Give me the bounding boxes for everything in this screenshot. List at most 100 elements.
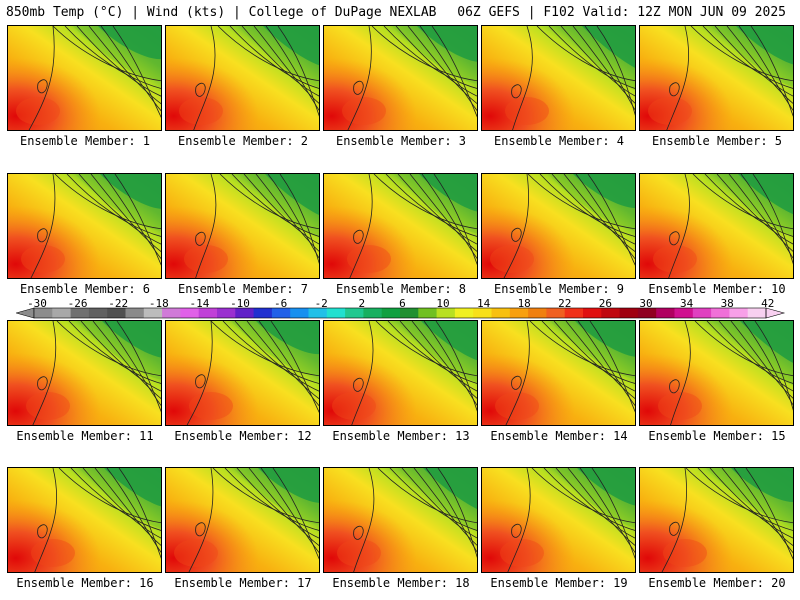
colorbar-segment (491, 308, 511, 318)
ensemble-member-label: Ensemble Member: 10 (648, 282, 786, 296)
colorbar-tick-label: -26 (67, 297, 88, 310)
colorbar-segment (107, 308, 126, 318)
colorbar-tick-label: -10 (230, 297, 250, 310)
colorbar-tick-label: 2 (358, 297, 366, 310)
ensemble-member-label: Ensemble Member: 4 (493, 134, 625, 148)
ensemble-member-label: Ensemble Member: 17 (174, 576, 312, 590)
ensemble-panel (481, 25, 636, 131)
ensemble-panel (165, 320, 320, 426)
ensemble-member-label: Ensemble Member: 7 (177, 282, 309, 296)
colorbar-segment (674, 308, 694, 318)
colorbar-tick-label: 18 (517, 297, 531, 310)
colorbar-segment (546, 308, 566, 318)
ensemble-panel (323, 467, 478, 573)
temperature-map (640, 174, 793, 278)
ensemble-member-label: Ensemble Member: 1 (19, 134, 151, 148)
temperature-map (8, 174, 161, 278)
colorbar-segment (601, 308, 621, 318)
colorbar-tick-label: -14 (189, 297, 210, 310)
colorbar-tick-label: -2 (314, 297, 328, 310)
colorbar-segment (235, 308, 255, 318)
ensemble-member-label: Ensemble Member: 16 (16, 576, 154, 590)
colorbar-segment (198, 308, 218, 318)
ensemble-panel (323, 25, 478, 131)
ensemble-member-label: Ensemble Member: 3 (335, 134, 467, 148)
colorbar-segment (253, 308, 273, 318)
temperature-map (640, 468, 793, 572)
ensemble-member-label: Ensemble Member: 13 (332, 429, 470, 443)
colorbar-segment (143, 308, 163, 318)
ensemble-panel (481, 173, 636, 279)
colorbar-segment (308, 308, 328, 318)
colorbar-segment (656, 308, 675, 318)
ensemble-member-label: Ensemble Member: 2 (177, 134, 309, 148)
header-title: 850mb Temp (°C) | Wind (kts) | College o… (6, 5, 437, 20)
ensemble-member-label: Ensemble Member: 12 (174, 429, 312, 443)
colorbar-segment (400, 308, 419, 318)
ensemble-member-label: Ensemble Member: 8 (335, 282, 467, 296)
temperature-map (640, 321, 793, 425)
colorbar-tick-label: 22 (558, 297, 572, 310)
ensemble-panel (7, 173, 162, 279)
colorbar-segment (436, 308, 456, 318)
colorbar-segment (52, 308, 72, 318)
temperature-map (482, 26, 635, 130)
ensemble-member-label: Ensemble Member: 19 (490, 576, 628, 590)
temperature-colorbar (16, 307, 786, 319)
colorbar-segment (509, 308, 529, 318)
ensemble-member-label: Ensemble Member: 6 (19, 282, 151, 296)
temperature-map (324, 26, 477, 130)
ensemble-panel (7, 25, 162, 131)
temperature-map (8, 26, 161, 130)
colorbar-segment (125, 308, 145, 318)
colorbar-segment (70, 308, 90, 318)
temperature-map (324, 468, 477, 572)
colorbar-tick-label: -6 (273, 297, 288, 310)
colorbar-segment (454, 308, 474, 318)
ensemble-member-label: Ensemble Member: 18 (332, 576, 470, 590)
colorbar-segment (583, 308, 602, 318)
ensemble-panel (481, 320, 636, 426)
colorbar-segment (619, 308, 639, 318)
ensemble-member-label: Ensemble Member: 15 (648, 429, 786, 443)
ensemble-panel (165, 467, 320, 573)
ensemble-panel (639, 173, 794, 279)
temperature-map (324, 321, 477, 425)
colorbar-tick-label: 10 (436, 297, 450, 310)
colorbar-tick-label: 34 (679, 297, 694, 310)
colorbar-tick-label: -22 (108, 297, 129, 310)
colorbar-segment (747, 308, 767, 318)
colorbar-segment (528, 308, 547, 318)
ensemble-panel (165, 173, 320, 279)
ensemble-panel (639, 320, 794, 426)
colorbar-tick-label: 14 (476, 297, 491, 310)
colorbar-segment (564, 308, 584, 318)
colorbar-segment (692, 308, 712, 318)
colorbar-segment (217, 308, 236, 318)
colorbar-segment (290, 308, 309, 318)
colorbar-tick-label: 30 (639, 297, 653, 310)
colorbar-tick-label: -18 (148, 297, 169, 310)
colorbar-tick-label: -30 (27, 297, 47, 310)
ensemble-panel (7, 320, 162, 426)
colorbar-segment (34, 308, 53, 318)
ensemble-member-label: Ensemble Member: 11 (16, 429, 154, 443)
temperature-map (324, 174, 477, 278)
colorbar-segment (381, 308, 401, 318)
colorbar-segment (271, 308, 291, 318)
colorbar-segment (345, 308, 364, 318)
colorbar-segment (729, 308, 749, 318)
colorbar-segment (711, 308, 730, 318)
ensemble-member-label: Ensemble Member: 14 (490, 429, 628, 443)
temperature-map (166, 174, 319, 278)
colorbar-segment (637, 308, 657, 318)
colorbar-segment (473, 308, 492, 318)
temperature-map (482, 468, 635, 572)
ensemble-member-label: Ensemble Member: 20 (648, 576, 786, 590)
temperature-map (166, 26, 319, 130)
ensemble-panel (639, 25, 794, 131)
colorbar-segment (88, 308, 108, 318)
temperature-map (640, 26, 793, 130)
colorbar-segment (326, 308, 346, 318)
header-valid-time: 06Z GEFS | F102 Valid: 12Z MON JUN 09 20… (457, 5, 786, 20)
